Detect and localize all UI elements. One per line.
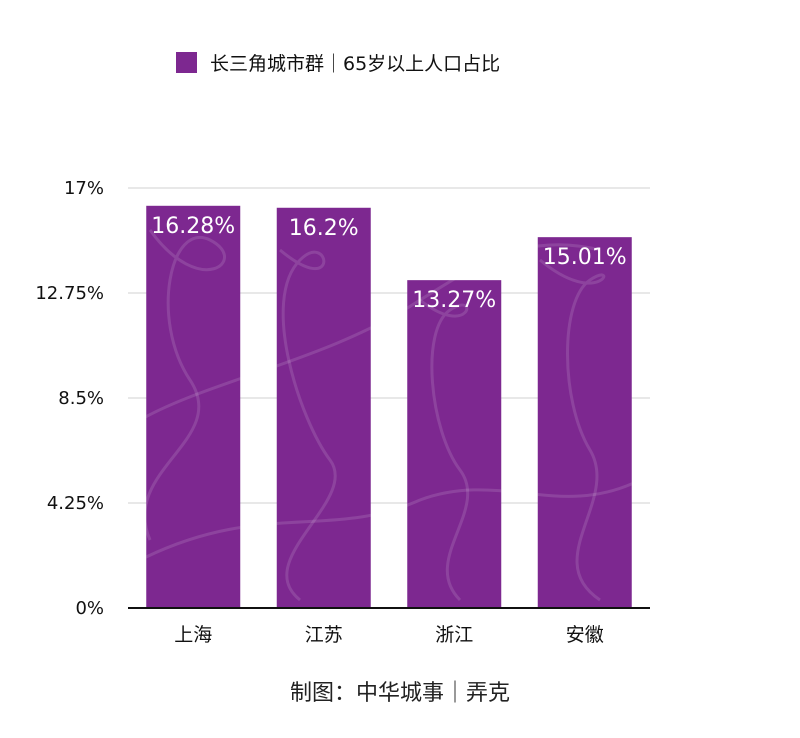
x-axis-categories: 上海 江苏 浙江 安徽 bbox=[174, 624, 604, 646]
bars bbox=[146, 205, 632, 608]
y-tick-label: 17% bbox=[64, 178, 104, 199]
legend-label: 长三角城市群｜65岁以上人口占比 bbox=[210, 53, 500, 75]
texture-stroke bbox=[146, 478, 632, 562]
y-tick-label: 4.25% bbox=[47, 493, 104, 514]
bar bbox=[276, 207, 371, 608]
y-tick-label: 8.5% bbox=[58, 388, 104, 409]
y-axis-ticks: 0% 4.25% 8.5% 12.75% 17% bbox=[35, 178, 104, 619]
legend: 长三角城市群｜65岁以上人口占比 bbox=[176, 52, 500, 75]
credit-text: 制图：中华城事｜弄克 bbox=[290, 681, 510, 706]
bar bbox=[537, 237, 632, 608]
bar bbox=[407, 280, 502, 608]
bar bbox=[146, 205, 241, 608]
texture-stroke bbox=[419, 298, 470, 602]
bar-value-label: 15.01% bbox=[543, 245, 627, 270]
x-category-label: 浙江 bbox=[435, 624, 473, 646]
y-tick-label: 12.75% bbox=[35, 283, 104, 304]
value-labels: 16.28% 16.2% 13.27% 15.01% bbox=[151, 214, 626, 313]
x-category-label: 安徽 bbox=[566, 624, 604, 646]
legend-swatch bbox=[176, 52, 197, 73]
x-category-label: 上海 bbox=[174, 624, 212, 646]
x-category-label: 江苏 bbox=[305, 624, 343, 646]
bar-texture bbox=[146, 229, 632, 602]
y-tick-label: 0% bbox=[75, 598, 104, 619]
texture-stroke bbox=[539, 258, 606, 602]
texture-stroke bbox=[146, 229, 226, 541]
texture-stroke bbox=[279, 248, 337, 602]
bar-value-label: 16.28% bbox=[151, 214, 235, 239]
bar-value-label: 16.2% bbox=[289, 216, 359, 241]
bar-value-label: 13.27% bbox=[412, 288, 496, 313]
